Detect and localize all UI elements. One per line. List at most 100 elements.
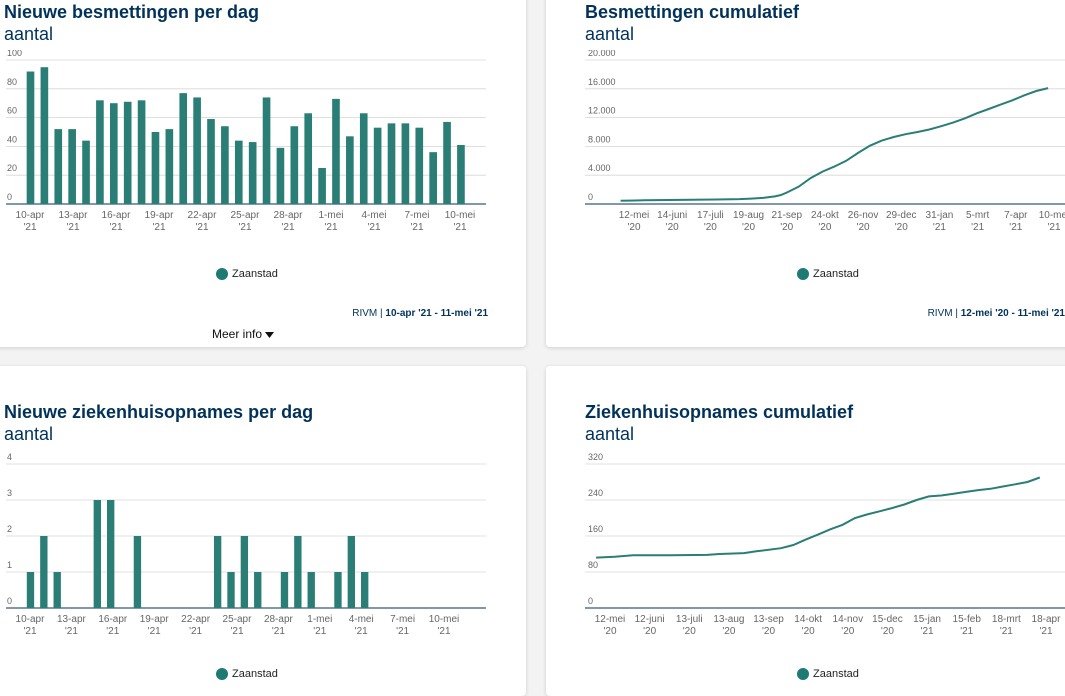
bar	[227, 572, 235, 608]
x-tick-label: 7-apr	[1004, 210, 1028, 221]
x-tick-year: '21	[230, 626, 243, 637]
x-tick-label: 12-mei	[595, 614, 626, 625]
bar	[207, 119, 215, 204]
x-tick-year: '21	[195, 222, 208, 233]
y-tick-label: 0	[588, 596, 593, 606]
x-tick-year: '21	[324, 222, 337, 233]
card-new-infections: Nieuwe besmettingen per dag aantal 100 80…	[0, 0, 526, 347]
y-tick-label: 16.000	[588, 77, 616, 87]
x-tick-year: '21	[355, 626, 368, 637]
bar	[332, 98, 340, 204]
x-tick-label: 4-mei	[349, 614, 374, 625]
legend-dot-icon	[216, 668, 228, 680]
x-tick-year: '21	[152, 222, 165, 233]
x-tick-year: '21	[1047, 222, 1060, 233]
x-tick-year: '20	[857, 222, 870, 233]
source-line: RIVM | 10-apr '21 - 11-mei '21	[352, 308, 488, 319]
bar	[109, 103, 118, 204]
y-tick-label: 20.000	[588, 50, 616, 58]
bar	[193, 97, 201, 204]
bar	[40, 67, 49, 204]
x-tick-year: '21	[453, 222, 466, 233]
legend-label: Zaanstad	[813, 268, 859, 280]
x-tick-label: 14-nov	[833, 614, 864, 625]
x-tick-label: 4-mei	[361, 210, 386, 221]
y-tick-label: 0	[588, 192, 593, 202]
y-tick-label: 4.000	[588, 163, 611, 173]
x-tick-year: '20	[895, 222, 908, 233]
legend-label: Zaanstad	[232, 268, 278, 280]
legend[interactable]: Zaanstad	[797, 668, 859, 680]
x-tick-year: '20	[704, 222, 717, 233]
source-name: RIVM	[352, 308, 378, 319]
y-tick-label: 3	[7, 488, 12, 498]
x-tick-label: 19-aug	[733, 210, 764, 221]
source-name: RIVM	[927, 308, 953, 319]
legend-dot-icon	[797, 668, 809, 680]
bar	[68, 129, 76, 204]
x-tick-label: 10-mei	[1039, 210, 1065, 221]
x-tick-label: 16-apr	[102, 210, 132, 221]
y-tick-label: 40	[7, 134, 17, 144]
bar	[234, 140, 243, 204]
x-tick-year: '21	[238, 222, 251, 233]
series-line	[596, 476, 1041, 559]
chart-title: Besmettingen cumulatief	[585, 2, 800, 22]
x-tick-label: 10-apr	[16, 210, 46, 221]
x-tick-label: 19-apr	[145, 210, 175, 221]
x-tick-label: 7-mei	[390, 614, 415, 625]
card-new-hospitalizations: Nieuwe ziekenhuisopnames per dag aantal …	[0, 366, 526, 696]
bar	[457, 144, 465, 204]
bar	[221, 126, 229, 204]
x-tick-label: 14-juni	[657, 210, 687, 221]
bar	[373, 127, 382, 204]
x-tick-year: '21	[1009, 222, 1022, 233]
x-tick-label: 7-mei	[404, 210, 429, 221]
legend-label: Zaanstad	[232, 668, 278, 680]
chart-title: Nieuwe ziekenhuisopnames per dag	[4, 402, 314, 422]
bar	[107, 500, 115, 608]
x-tick-label: 10-mei	[429, 614, 460, 625]
series-line	[620, 87, 1049, 202]
x-tick-label: 18-apr	[1032, 614, 1062, 625]
x-tick-year: '20	[722, 626, 735, 637]
bar	[276, 147, 285, 204]
chart-subtitle: aantal	[4, 424, 54, 444]
bar	[133, 536, 142, 608]
x-tick-year: '21	[1000, 626, 1013, 637]
meer-info-toggle[interactable]: Meer info	[212, 327, 275, 341]
x-tick-year: '20	[627, 222, 640, 233]
legend[interactable]: Zaanstad	[216, 668, 278, 680]
legend[interactable]: Zaanstad	[216, 268, 278, 280]
card-cumulative-infections: Besmettingen cumulatief aantal 20.000 16.…	[546, 0, 1065, 347]
x-tick-label: 26-nov	[848, 210, 879, 221]
x-tick-year: '20	[643, 626, 656, 637]
y-tick-label: 80	[588, 560, 598, 570]
y-tick-label: 20	[7, 163, 17, 173]
card-cumulative-hospitalizations: Ziekenhuisopnames cumulatief aantal 320 2…	[546, 366, 1065, 696]
x-tick-label: 29-dec	[886, 210, 917, 221]
x-tick-year: '21	[396, 626, 409, 637]
x-tick-label: 5-mrt	[966, 210, 990, 221]
x-tick-label: 13-sep	[753, 614, 784, 625]
bar	[137, 100, 146, 204]
bar	[179, 93, 188, 204]
legend[interactable]: Zaanstad	[797, 268, 859, 280]
chart-title: Nieuwe besmettingen per dag	[4, 2, 260, 22]
bar	[96, 100, 104, 204]
x-tick-label: 12-mei	[619, 210, 650, 221]
bar	[240, 536, 249, 608]
bar	[415, 127, 424, 204]
x-tick-year: '21	[272, 626, 285, 637]
x-tick-label: 16-apr	[98, 614, 128, 625]
x-tick-year: '21	[437, 626, 450, 637]
chart-subtitle: aantal	[585, 24, 635, 44]
bar	[334, 572, 342, 608]
x-tick-label: 1-mei	[307, 614, 332, 625]
x-tick-year: '21	[281, 222, 294, 233]
x-tick-label: 12-juni	[635, 614, 665, 625]
bar	[123, 101, 132, 204]
x-tick-year: '21	[23, 222, 36, 233]
bar	[280, 572, 289, 608]
x-tick-label: 19-apr	[140, 614, 170, 625]
